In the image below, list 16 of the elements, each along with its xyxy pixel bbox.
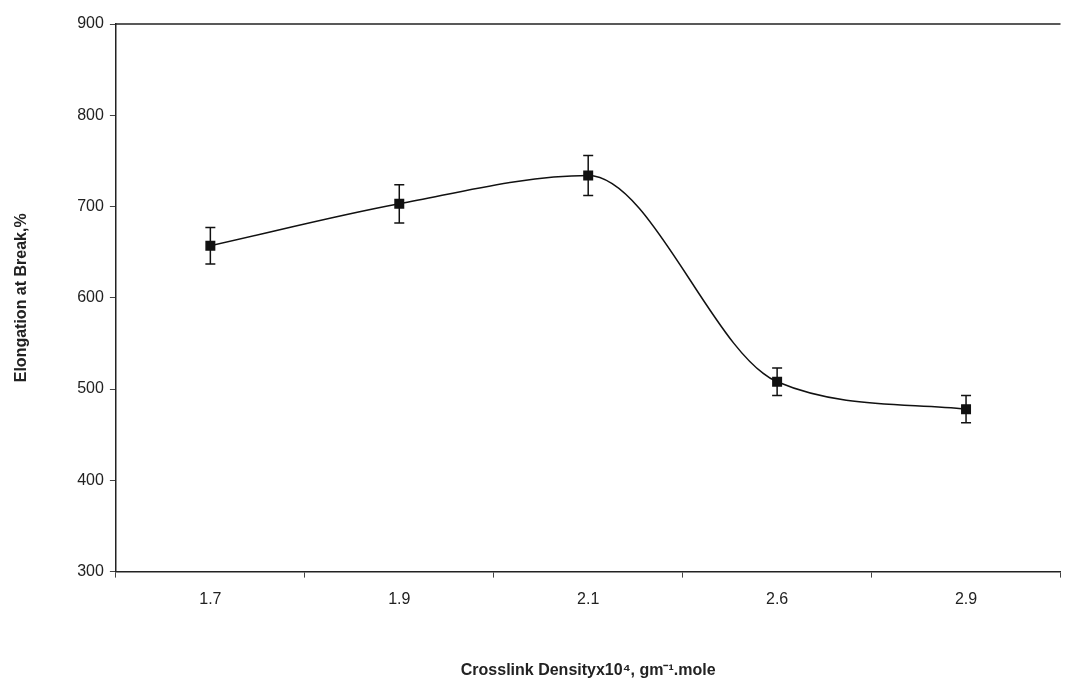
y-tick-label: 800 [77,105,104,123]
y-tick-label: 900 [77,14,104,32]
point [394,198,405,209]
x-tick-label: 2.1 [577,589,600,607]
y-tick-label: 400 [77,470,104,488]
point [205,240,216,251]
y-axis-title: Elongation at Break,% [12,213,30,383]
y-tick-label: 600 [77,288,104,306]
y-tick-label: 500 [77,379,104,397]
y-tick-label: 700 [77,196,104,214]
x-tick-label: 1.9 [388,589,411,607]
x-tick-label: 1.7 [199,589,222,607]
y-tick-label: 300 [77,562,104,580]
x-tick-label: 2.6 [765,589,789,607]
x-axis-title: Crosslink Densityx10⁴, gm⁻¹.mole [460,660,716,678]
x-tick-label: 2.9 [954,589,978,607]
